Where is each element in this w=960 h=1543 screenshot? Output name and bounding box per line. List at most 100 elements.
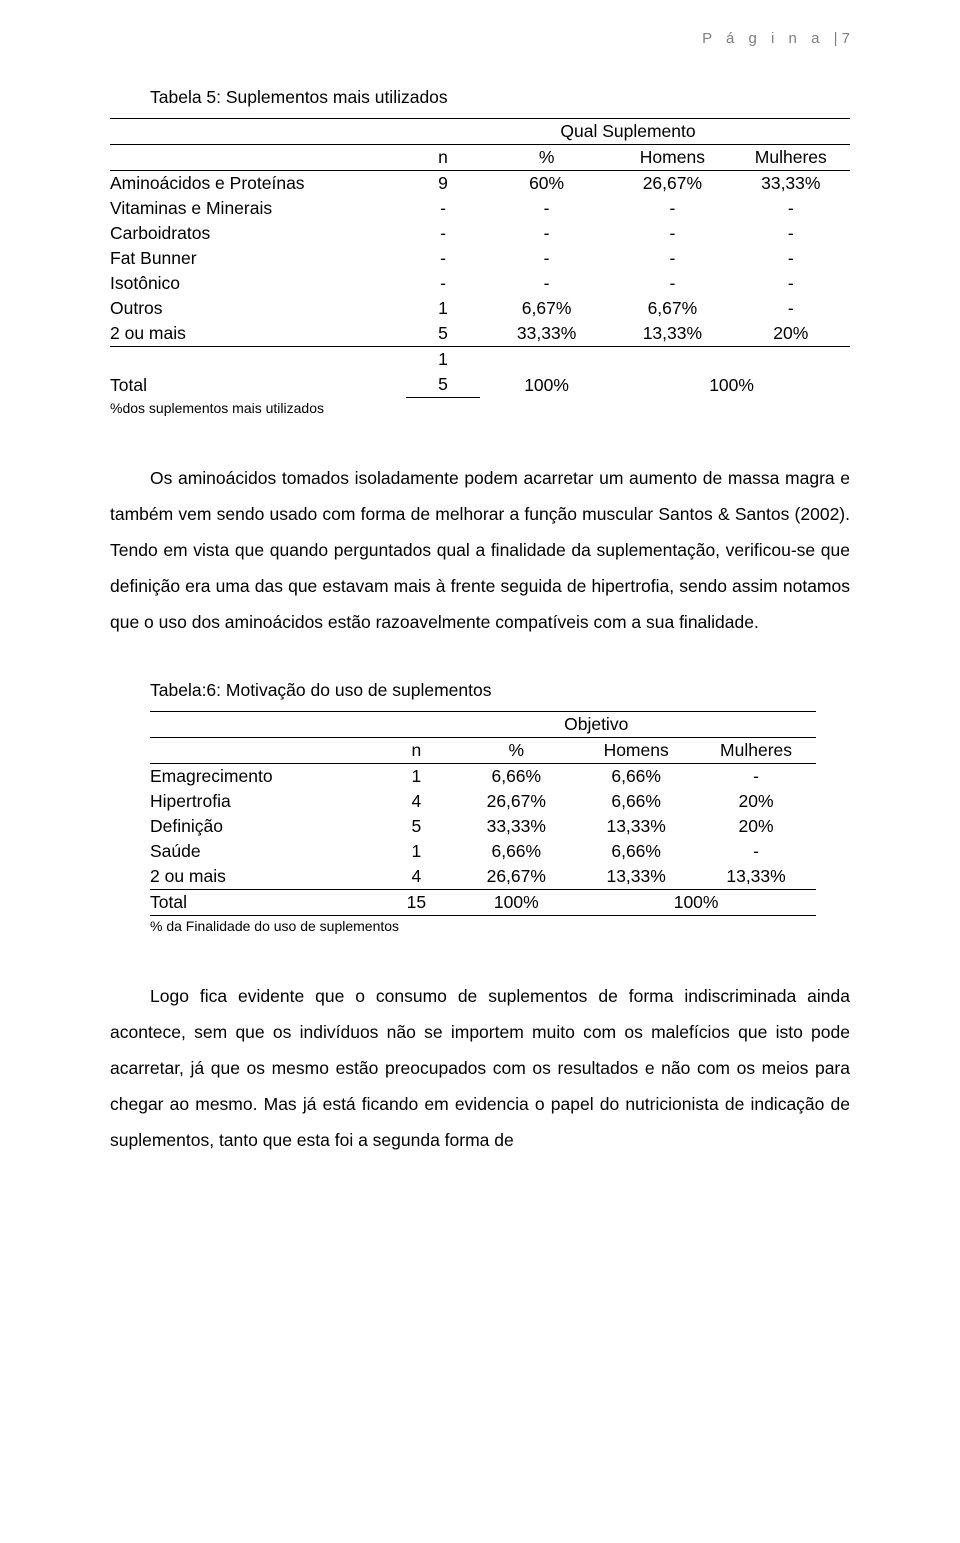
table-cell: 5 bbox=[376, 814, 456, 839]
table6-total-pct: 100% bbox=[456, 890, 576, 916]
table-cell: - bbox=[613, 246, 731, 271]
table-cell: Saúde bbox=[150, 839, 376, 864]
page-header: P á g i n a | 7 bbox=[110, 30, 850, 47]
table-cell: 33,33% bbox=[456, 814, 576, 839]
table-cell: - bbox=[406, 246, 480, 271]
table-cell: - bbox=[613, 271, 731, 296]
table-row: Vitaminas e Minerais---- bbox=[110, 196, 850, 221]
table-cell: - bbox=[732, 196, 850, 221]
table-cell: Carboidratos bbox=[110, 221, 406, 246]
table-cell: 33,33% bbox=[480, 321, 613, 347]
table5-total-label: Total bbox=[110, 347, 406, 398]
table6-total-n: 15 bbox=[376, 890, 456, 916]
paragraph-1-text: Os aminoácidos tomados isoladamente pode… bbox=[110, 468, 850, 632]
table-row: Aminoácidos e Proteínas960%26,67%33,33% bbox=[110, 171, 850, 197]
table6-super-header: Objetivo bbox=[376, 712, 816, 738]
table-row: Fat Bunner---- bbox=[110, 246, 850, 271]
table-cell: - bbox=[480, 221, 613, 246]
table-cell: 6,66% bbox=[576, 789, 696, 814]
table-cell: Hipertrofia bbox=[150, 789, 376, 814]
table-cell: 20% bbox=[732, 321, 850, 347]
table-cell: - bbox=[613, 221, 731, 246]
table-cell: - bbox=[732, 221, 850, 246]
table-cell: 20% bbox=[696, 789, 816, 814]
table5-super-header: Qual Suplemento bbox=[406, 119, 850, 145]
table5-col-header bbox=[110, 145, 406, 171]
paragraph-2-text: Logo fica evidente que o consumo de supl… bbox=[110, 986, 850, 1150]
page-label: P á g i n a bbox=[702, 30, 824, 47]
table6-col-header: Mulheres bbox=[696, 738, 816, 764]
table-cell: 6,66% bbox=[576, 764, 696, 790]
table-cell: 6,66% bbox=[576, 839, 696, 864]
table-cell: 6,67% bbox=[613, 296, 731, 321]
table-cell: - bbox=[732, 296, 850, 321]
table-cell: Fat Bunner bbox=[110, 246, 406, 271]
table6: Objetivo n%HomensMulheres Emagrecimento1… bbox=[150, 711, 816, 916]
table5-total-n-top: 1 bbox=[406, 347, 480, 373]
table-row: Carboidratos---- bbox=[110, 221, 850, 246]
table-cell: 13,33% bbox=[576, 864, 696, 890]
table5-col-header: Mulheres bbox=[732, 145, 850, 171]
table6-empty-header bbox=[150, 712, 376, 738]
table5-total-hm: 100% bbox=[613, 347, 850, 398]
table-cell: 20% bbox=[696, 814, 816, 839]
table-cell: 60% bbox=[480, 171, 613, 197]
table5-total-pct: 100% bbox=[480, 347, 613, 398]
table5: Qual Suplemento n%HomensMulheres Aminoác… bbox=[110, 118, 850, 398]
table6-col-header bbox=[150, 738, 376, 764]
table-cell: 5 bbox=[406, 321, 480, 347]
table6-note: % da Finalidade do uso de suplementos bbox=[150, 918, 850, 934]
table-cell: 1 bbox=[376, 764, 456, 790]
table-cell: - bbox=[406, 221, 480, 246]
table-cell: - bbox=[696, 764, 816, 790]
table6-header-row: n%HomensMulheres bbox=[150, 738, 816, 764]
table-cell: 9 bbox=[406, 171, 480, 197]
table-cell: 1 bbox=[376, 839, 456, 864]
table-row: Saúde16,66%6,66%- bbox=[150, 839, 816, 864]
table-cell: 1 bbox=[406, 296, 480, 321]
table-cell: - bbox=[406, 271, 480, 296]
table5-col-header: % bbox=[480, 145, 613, 171]
table6-body: Emagrecimento16,66%6,66%-Hipertrofia426,… bbox=[150, 764, 816, 890]
table-cell: 13,33% bbox=[576, 814, 696, 839]
page-number: | 7 bbox=[834, 30, 850, 47]
table-cell: Isotônico bbox=[110, 271, 406, 296]
table-row: 2 ou mais533,33%13,33%20% bbox=[110, 321, 850, 347]
table-cell: 6,66% bbox=[456, 764, 576, 790]
table-cell: 6,66% bbox=[456, 839, 576, 864]
table-row: Outros16,67%6,67%- bbox=[110, 296, 850, 321]
table6-total-hm: 100% bbox=[576, 890, 816, 916]
table-cell: - bbox=[732, 246, 850, 271]
table-cell: - bbox=[480, 196, 613, 221]
page-container: P á g i n a | 7 Tabela 5: Suplementos ma… bbox=[0, 0, 960, 1543]
table-cell: 13,33% bbox=[696, 864, 816, 890]
table6-col-header: n bbox=[376, 738, 456, 764]
table-cell: 4 bbox=[376, 789, 456, 814]
table-cell: - bbox=[732, 271, 850, 296]
table6-col-header: Homens bbox=[576, 738, 696, 764]
table-cell: 4 bbox=[376, 864, 456, 890]
table-cell: Vitaminas e Minerais bbox=[110, 196, 406, 221]
table6-total-label: Total bbox=[150, 890, 376, 916]
table-cell: - bbox=[696, 839, 816, 864]
table-row: Isotônico---- bbox=[110, 271, 850, 296]
table5-body: Aminoácidos e Proteínas960%26,67%33,33%V… bbox=[110, 171, 850, 347]
table-cell: Outros bbox=[110, 296, 406, 321]
table-row: Hipertrofia426,67%6,66%20% bbox=[150, 789, 816, 814]
table-row: 2 ou mais426,67%13,33%13,33% bbox=[150, 864, 816, 890]
table-cell: 6,67% bbox=[480, 296, 613, 321]
table-cell: Definição bbox=[150, 814, 376, 839]
paragraph-1: Os aminoácidos tomados isoladamente pode… bbox=[110, 461, 850, 640]
table-cell: 2 ou mais bbox=[150, 864, 376, 890]
table-row: Definição533,33%13,33%20% bbox=[150, 814, 816, 839]
table-cell: - bbox=[406, 196, 480, 221]
table5-title: Tabela 5: Suplementos mais utilizados bbox=[150, 87, 850, 108]
table5-note: %dos suplementos mais utilizados bbox=[110, 400, 850, 416]
table-cell: - bbox=[613, 196, 731, 221]
paragraph-2: Logo fica evidente que o consumo de supl… bbox=[110, 979, 850, 1158]
table-cell: - bbox=[480, 246, 613, 271]
table-cell: 13,33% bbox=[613, 321, 731, 347]
table-row: Emagrecimento16,66%6,66%- bbox=[150, 764, 816, 790]
table5-total-row-top: Total 1 100% 100% bbox=[110, 347, 850, 373]
table5-empty-header bbox=[110, 119, 406, 145]
